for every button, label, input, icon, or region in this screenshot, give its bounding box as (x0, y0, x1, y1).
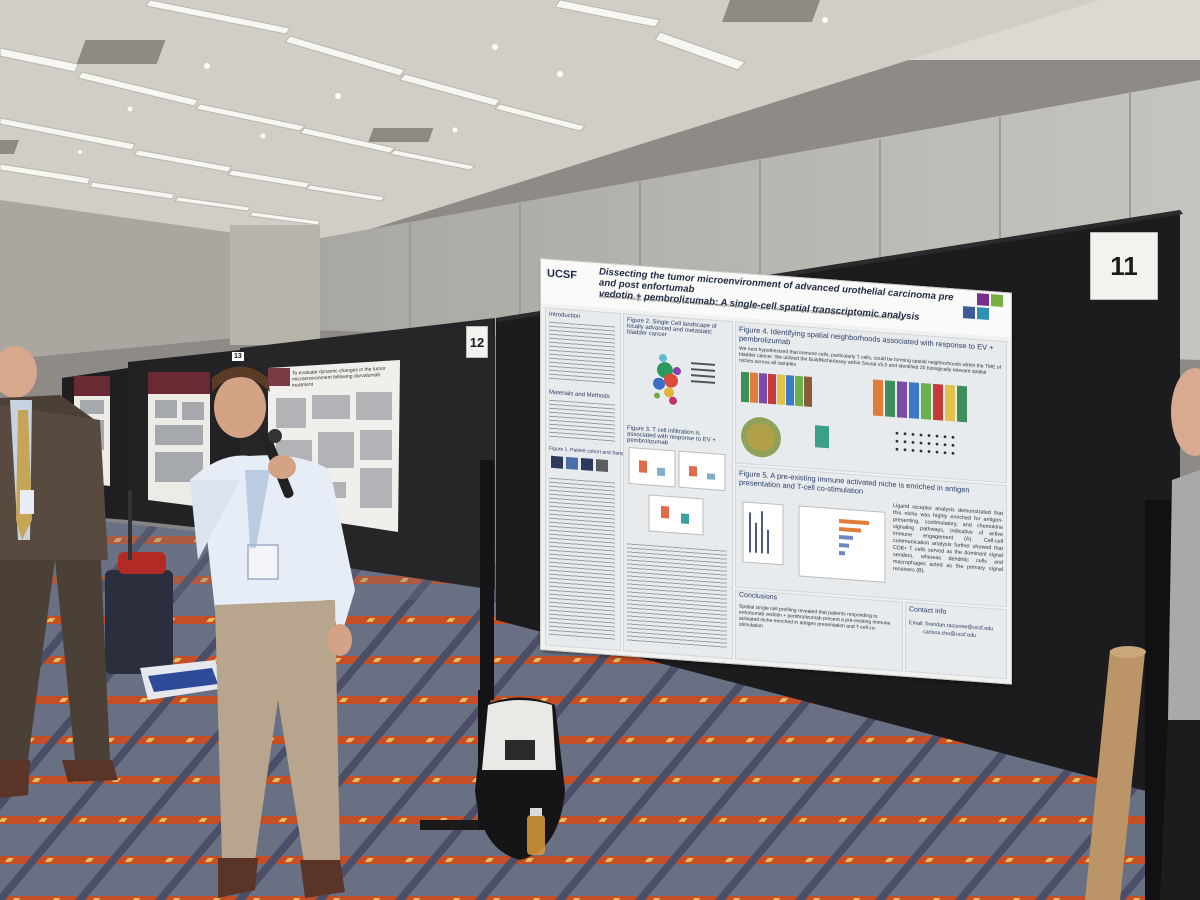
board-number-11: 11 (1090, 232, 1158, 300)
presenter (190, 366, 355, 898)
person-left (0, 346, 118, 798)
board-number-13: 13 (232, 352, 244, 361)
fig5-charts (742, 501, 886, 583)
fig5-text: Ligand receptor analysis demonstrated th… (893, 502, 1003, 575)
left-column-text (549, 477, 615, 643)
umap-plot (653, 354, 715, 405)
fig4-charts (741, 371, 967, 458)
ucsf-logo: UCSF (547, 267, 577, 282)
board-number-12: 12 (466, 326, 488, 358)
poster-logo-squares (947, 291, 1007, 335)
middle-column-text (627, 543, 727, 651)
main-poster: UCSF Dissecting the tumor microenvironme… (540, 258, 1012, 685)
fig3-plots (628, 446, 726, 536)
introduction-text (549, 321, 615, 387)
materials-text (549, 399, 615, 445)
person-right (1160, 368, 1200, 900)
